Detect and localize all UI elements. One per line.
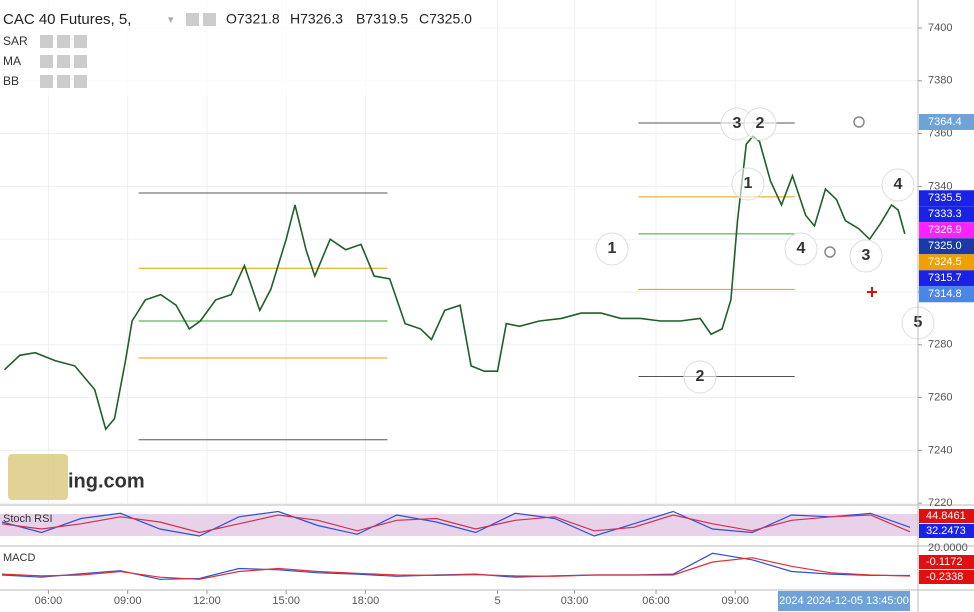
price-label-box <box>919 238 974 255</box>
dropdown[interactable]: ▾ <box>168 14 174 26</box>
axes: 7220724072607280730073207340736073807400… <box>35 22 974 607</box>
x-tick-label: 06:00 <box>642 595 670 607</box>
indicator-name[interactable]: MA <box>3 54 21 68</box>
x-tick-label: 09:00 <box>114 595 142 607</box>
price-label-box <box>919 286 974 303</box>
readout-box <box>919 570 974 584</box>
readout: -0.1172 <box>926 556 963 568</box>
ohlc-value: B7319.5 <box>356 11 408 27</box>
y-tick-label: 7340 <box>928 180 952 192</box>
wave-label: 4 <box>894 176 903 193</box>
price-label: 7315.7 <box>928 272 962 284</box>
wave-label: 1 <box>744 175 753 192</box>
panel-label: MACD <box>3 552 35 564</box>
title-icons[interactable] <box>186 13 216 26</box>
readout: -0.2338 <box>926 571 963 583</box>
x-tick-label: 18:00 <box>352 595 380 607</box>
cross-marker <box>867 287 877 297</box>
readout-box <box>919 555 974 569</box>
macd-lines <box>1 552 911 580</box>
price-label: 7364.4 <box>928 116 962 128</box>
y-tick-label: 7220 <box>928 497 952 509</box>
macd-tick: 20.0000 <box>928 542 968 554</box>
ohlc-value: O7321.8 <box>226 11 280 27</box>
y-tick-label: 7280 <box>928 339 952 351</box>
annotation-circles <box>595 107 935 394</box>
wave-label: 3 <box>733 115 742 132</box>
y-tick-label: 7260 <box>928 391 952 403</box>
panel-label: Stoch RSI <box>3 513 53 525</box>
readout: 44.8461 <box>926 510 966 522</box>
price-label: 7335.5 <box>928 192 962 204</box>
wave-label: 3 <box>862 247 871 264</box>
y-tick-label: 7240 <box>928 444 952 456</box>
price-label-box <box>919 254 974 271</box>
price-label: 7314.8 <box>928 288 962 300</box>
macd-panel <box>0 547 918 590</box>
readout-box <box>919 509 974 523</box>
y-tick-label: 7360 <box>928 127 952 139</box>
y-tick-label: 7400 <box>928 22 952 34</box>
x-tick-label: 5 <box>494 595 500 607</box>
price-label-box <box>919 206 974 223</box>
watermark-logo <box>8 454 68 500</box>
indicator-name[interactable]: SAR <box>3 34 28 48</box>
price-label: 7333.3 <box>928 208 962 220</box>
x-tick-label: 09:00 <box>722 595 750 607</box>
readout: 32.2473 <box>926 525 966 537</box>
cursor-label: 2024 2024-12-05 13:45:00 <box>779 595 909 607</box>
x-tick-label: 03:00 <box>561 595 589 607</box>
ohlc-value: H7326.3 <box>290 11 343 27</box>
wave-label: 2 <box>756 115 765 132</box>
x-tick-label: 12:00 <box>193 595 221 607</box>
y-tick-label: 7380 <box>928 75 952 87</box>
price-label: 7325.0 <box>928 240 962 252</box>
ohlc-value: C7325.0 <box>419 11 472 27</box>
price-label-box <box>919 270 974 287</box>
indicator-list: SAR MA BB <box>3 34 87 88</box>
indicator-icons[interactable] <box>40 35 87 88</box>
x-tick-label: 15:00 <box>272 595 300 607</box>
indicator-line <box>1 557 911 580</box>
watermark: ing.com <box>68 470 145 492</box>
wave-label: 4 <box>797 240 806 257</box>
cursor-box <box>778 591 910 611</box>
indicator-name[interactable]: BB <box>3 74 19 88</box>
wave-label: 2 <box>696 368 705 385</box>
price-label-box <box>919 190 974 207</box>
price-label-box <box>919 222 974 239</box>
stoch-lines <box>1 510 911 537</box>
indicator-line <box>1 514 911 534</box>
ohlc: O7321.8 H7326.3 B7319.5 C7325.0 <box>226 11 472 27</box>
readout-box <box>919 524 974 538</box>
price-label: 7326.9 <box>928 224 962 236</box>
drawing-handles <box>824 116 865 258</box>
x-tick-label: 06:00 <box>35 595 63 607</box>
wave-label: 1 <box>608 240 617 257</box>
chart-title: CAC 40 Futures, 5, <box>3 11 131 28</box>
plot <box>3 122 906 441</box>
price-label: 7324.5 <box>928 256 962 268</box>
price-label-box <box>919 113 974 130</box>
price-line <box>3 135 906 431</box>
